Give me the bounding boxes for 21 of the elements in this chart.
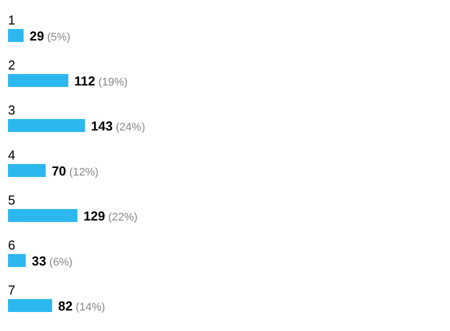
y-tick-label: 1 [8, 12, 16, 28]
data-label: 70 (12%) [52, 164, 99, 178]
bar [8, 209, 78, 222]
data-label: 29 (5%) [30, 28, 70, 44]
bar [8, 299, 52, 312]
y-tick-label: 7 [8, 282, 16, 298]
bar [8, 254, 26, 267]
data-label: 33 (6%) [32, 254, 73, 268]
bar [8, 119, 85, 132]
data-label: 82 (14%) [58, 298, 106, 314]
y-tick-label: 6 [8, 238, 16, 252]
bar [8, 164, 46, 177]
y-tick-label: 4 [8, 148, 16, 162]
bar [8, 29, 24, 42]
data-label: 112 (19%) [74, 74, 128, 88]
y-tick-label: 3 [8, 102, 16, 118]
y-tick-label: 5 [8, 192, 16, 208]
bar [8, 74, 68, 87]
data-label: 143 (24%) [91, 118, 146, 134]
data-label: 129 (22%) [83, 208, 138, 224]
y-tick-label: 2 [8, 58, 16, 72]
